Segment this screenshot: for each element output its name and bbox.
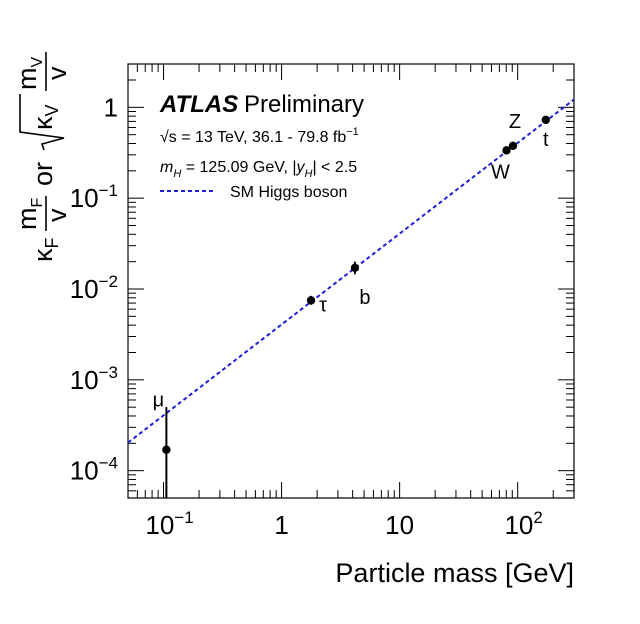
mass-y: y — [296, 159, 306, 176]
tick-labels: 10−1 1 10 102 10−4 10−3 10−2 10−1 1 — [70, 92, 543, 540]
y-v-right: v — [42, 66, 72, 80]
y-tick-label: 10−2 — [70, 272, 118, 304]
y-tick-label: 10−4 — [70, 454, 118, 486]
point-label: W — [491, 161, 510, 183]
atlas-label: ATLAS — [159, 91, 238, 118]
data-point — [502, 146, 511, 155]
mass-y-sub: H — [305, 168, 313, 180]
mass-label: mH = 125.09 GeV, |yH| < 2.5 — [160, 159, 357, 180]
point-labels: μ τ b W Zt — [153, 111, 549, 412]
data-point — [541, 115, 550, 125]
data-point — [350, 263, 360, 273]
mass-text2: | < 2.5 — [312, 159, 357, 176]
point-label: μ — [153, 390, 165, 412]
y-tick-label: 1 — [104, 92, 118, 122]
y-tick-label: 10−1 — [70, 181, 118, 213]
energy-label: √s = 13 TeV, 36.1 - 79.8 fb−1 — [160, 126, 359, 146]
plot-frame — [127, 63, 575, 499]
mass-sub: H — [173, 168, 181, 180]
y-tick-label: 10−3 — [70, 363, 118, 395]
y-mv: mV — [12, 57, 46, 91]
preliminary-label: Preliminary — [244, 91, 364, 118]
y-mf: mF — [12, 198, 46, 231]
y-kappa-f: κF — [28, 238, 62, 263]
y-axis-title: κF mF v or κV mV v — [12, 52, 72, 262]
y-v-left: v — [42, 208, 72, 222]
x-tick-label: 10 — [385, 510, 414, 540]
mass-m: m — [160, 159, 173, 176]
x-tick-label: 10−1 — [145, 508, 193, 540]
data-point — [162, 445, 171, 454]
data-points — [162, 115, 550, 498]
point-label: b — [359, 287, 370, 309]
energy-exp: −1 — [346, 126, 359, 138]
x-tick-label: 1 — [274, 510, 288, 540]
data-point — [508, 141, 518, 151]
point-label: τ — [319, 294, 327, 316]
point-label: t — [543, 129, 549, 151]
x-axis-title: Particle mass [GeV] — [335, 558, 574, 588]
energy-sqrt: √s — [160, 129, 177, 146]
mass-text: = 125.09 GeV, | — [181, 159, 296, 176]
legend-label: SM Higgs boson — [230, 184, 347, 201]
data-point — [306, 296, 316, 305]
sm-higgs-line — [128, 98, 574, 444]
point-label: Z — [509, 111, 521, 133]
y-or: or — [28, 162, 58, 186]
x-tick-label: 102 — [504, 508, 542, 540]
energy-text: = 13 TeV, 36.1 - 79.8 fb — [177, 129, 347, 146]
y-sqrt-sign — [19, 94, 65, 151]
y-kappa-v: κV — [28, 104, 62, 130]
axis-ticks — [127, 63, 575, 499]
